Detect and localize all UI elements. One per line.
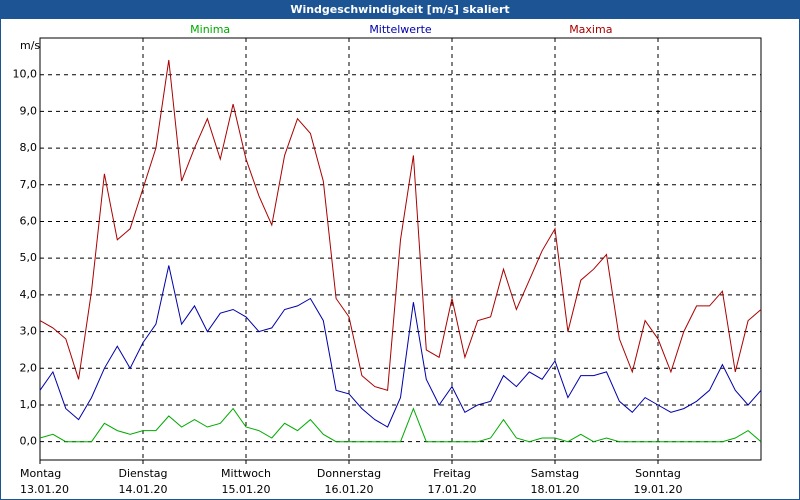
data-line <box>39 59 762 391</box>
x-tick-date: 18.01.20 <box>531 483 580 496</box>
title-bar <box>0 0 800 19</box>
y-tick-label: 5,0 <box>20 251 38 264</box>
x-tick-label: Dienstag <box>118 467 167 480</box>
data-line <box>39 265 762 428</box>
x-tick-date: 15.01.20 <box>222 483 271 496</box>
x-tick-label: Sonntag <box>635 467 681 480</box>
x-tick-date: 14.01.20 <box>119 483 168 496</box>
data-line <box>39 407 762 443</box>
y-tick-label: 6,0 <box>20 214 38 227</box>
x-tick-date: 13.01.20 <box>20 483 69 496</box>
x-tick-label: Samstag <box>531 467 579 480</box>
y-tick-label: 0,0 <box>20 435 38 448</box>
y-tick-label: 2,0 <box>20 361 38 374</box>
x-tick-date: 19.01.20 <box>634 483 683 496</box>
y-tick-label: 8,0 <box>20 141 38 154</box>
y-axis-label: m/s <box>20 39 40 52</box>
y-tick-label: 10,0 <box>13 68 38 81</box>
chart-title: Windgeschwindigkeit [m/s] skaliert <box>290 3 509 16</box>
y-tick-label: 7,0 <box>20 178 38 191</box>
y-tick-label: 9,0 <box>20 104 38 117</box>
x-tick-label: Freitag <box>433 467 471 480</box>
x-tick-label: Montag <box>20 467 61 480</box>
y-tick-label: 1,0 <box>20 398 38 411</box>
legend-entry: Minima <box>190 23 230 36</box>
y-tick-label: 3,0 <box>20 325 38 338</box>
x-tick-label: Mittwoch <box>221 467 271 480</box>
x-tick-label: Donnerstag <box>317 467 381 480</box>
x-tick-date: 16.01.20 <box>325 483 374 496</box>
plot-frame <box>39 37 762 461</box>
y-tick-label: 4,0 <box>20 288 38 301</box>
x-tick-date: 17.01.20 <box>428 483 477 496</box>
legend-entry: Maxima <box>569 23 612 36</box>
legend-entry: Mittelwerte <box>369 23 432 36</box>
